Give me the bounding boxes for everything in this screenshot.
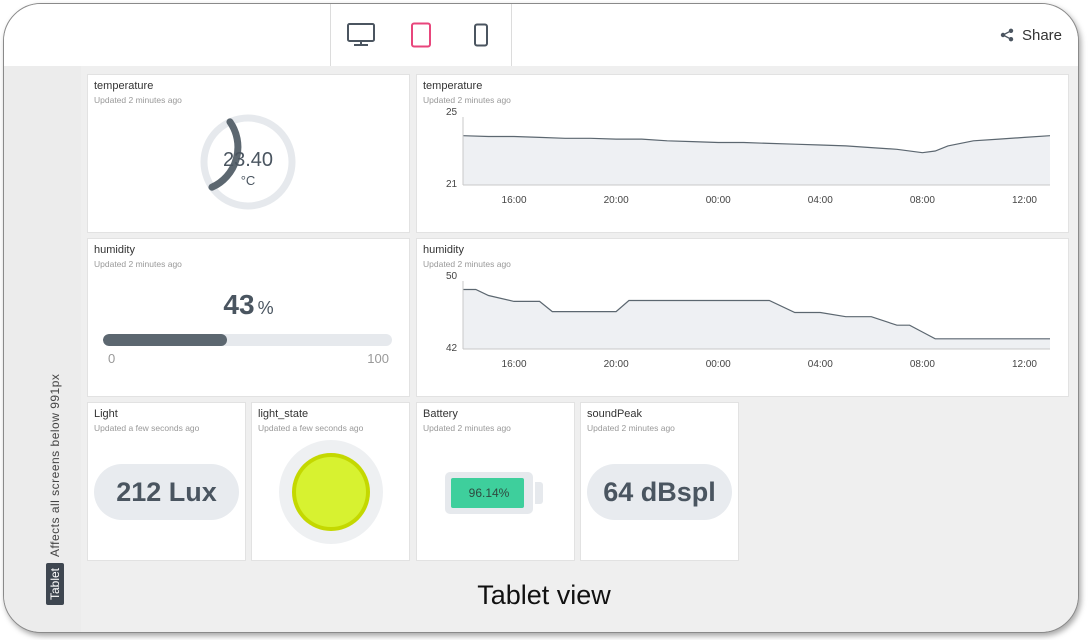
widget-updated: Updated 2 minutes ago [423, 259, 511, 269]
widget-updated: Updated a few seconds ago [258, 423, 364, 433]
light-state-card: light_state Updated a few seconds ago [251, 402, 410, 561]
preview-frame: Share temperature Updated 2 minutes ago … [3, 3, 1079, 633]
x-tick-label: 20:00 [604, 195, 629, 206]
humidity-chart-card: humidity Updated 2 minutes ago 50 42 16:00… [416, 238, 1069, 397]
x-tick-label: 04:00 [808, 359, 833, 370]
monitor-icon [347, 23, 375, 46]
widget-updated: Updated 2 minutes ago [94, 95, 182, 105]
widget-updated: Updated 2 minutes ago [94, 259, 182, 269]
y-tick-label: 42 [446, 343, 458, 354]
share-icon [1000, 28, 1014, 42]
widget-title: temperature [94, 80, 154, 92]
sidebar [4, 66, 81, 632]
humidity-unit: % [257, 298, 274, 318]
device-switcher [330, 4, 512, 66]
widget-title: humidity [423, 244, 464, 256]
widget-updated: Updated 2 minutes ago [423, 423, 511, 433]
humidity-progress-card: humidity Updated 2 minutes ago 43% 0 100 [87, 238, 410, 397]
battery-value: 96.14% [468, 486, 510, 500]
battery-terminal [535, 482, 543, 504]
series-area [463, 135, 1050, 185]
widget-title: Battery [423, 408, 458, 420]
humidity-progress-track [103, 334, 392, 346]
battery-card: Battery Updated 2 minutes ago 96.14% [416, 402, 575, 561]
humidity-line-chart: 50 42 16:00 20:00 00:00 04:00 08:00 12:00 [446, 271, 1050, 370]
light-indicator-icon [279, 440, 383, 544]
temperature-gauge [200, 114, 296, 210]
x-tick-label: 08:00 [910, 195, 935, 206]
widget-title: soundPeak [587, 408, 643, 420]
sound-peak-value: 64 dBspl [587, 464, 732, 520]
breakpoint-description: Affects all screens below 991px [48, 373, 62, 557]
progress-max-label: 100 [367, 351, 389, 366]
widget-title: humidity [94, 244, 135, 256]
sound-peak-card: soundPeak Updated 2 minutes ago 64 dBspl [580, 402, 739, 561]
tablet-view-button[interactable] [391, 4, 451, 66]
x-tick-label: 04:00 [808, 195, 833, 206]
temperature-chart-card: temperature Updated 2 minutes ago 25 21 16… [416, 74, 1069, 233]
x-tick-label: 12:00 [1012, 359, 1037, 370]
widget-updated: Updated 2 minutes ago [587, 423, 675, 433]
x-tick-label: 20:00 [604, 359, 629, 370]
top-toolbar: Share [4, 4, 1078, 67]
share-button[interactable]: Share [1000, 24, 1062, 46]
share-label: Share [1021, 26, 1062, 44]
desktop-view-button[interactable] [331, 4, 391, 66]
battery-level-fill [451, 478, 525, 508]
progress-min-label: 0 [108, 351, 116, 366]
light-card: Light Updated a few seconds ago 212 Lux [87, 402, 246, 561]
widget-updated: Updated a few seconds ago [94, 423, 200, 433]
humidity-progress-fill [103, 334, 228, 346]
humidity-readout: 43% [88, 289, 409, 321]
widget-title: light_state [258, 408, 309, 420]
battery-icon: 96.14% [445, 472, 533, 514]
x-tick-label: 12:00 [1012, 195, 1037, 206]
widget-title: Light [94, 408, 118, 420]
dashboard-grid: temperature Updated 2 minutes ago 23.40 … [81, 66, 1078, 632]
gauge-unit: °C [240, 173, 256, 188]
widget-title: temperature [423, 80, 483, 92]
widget-updated: Updated 2 minutes ago [423, 95, 511, 105]
x-tick-label: 00:00 [706, 195, 731, 206]
x-tick-label: 00:00 [706, 359, 731, 370]
temperature-gauge-card: temperature Updated 2 minutes ago 23.40 … [87, 74, 410, 233]
temperature-line-chart: 25 21 16:00 20:00 00:00 04:00 08:00 12:00 [446, 107, 1051, 206]
x-tick-label: 08:00 [910, 359, 935, 370]
view-caption: Tablet view [477, 580, 611, 610]
humidity-value: 43 [223, 289, 255, 320]
y-tick-label: 21 [446, 179, 458, 190]
light-value: 212 Lux [94, 464, 239, 520]
y-tick-label: 25 [446, 107, 458, 118]
y-tick-label: 50 [446, 271, 458, 282]
series-line [462, 135, 1051, 154]
gauge-value: 23.40 [222, 149, 274, 171]
series-line [463, 288, 1050, 340]
breakpoint-note: Tablet Affects all screens below 991px [46, 374, 64, 605]
tablet-icon [411, 22, 431, 48]
x-tick-label: 16:00 [502, 359, 527, 370]
x-tick-label: 16:00 [502, 195, 527, 206]
series-area [463, 289, 1050, 349]
phone-icon [474, 23, 488, 47]
mobile-view-button[interactable] [451, 4, 511, 66]
